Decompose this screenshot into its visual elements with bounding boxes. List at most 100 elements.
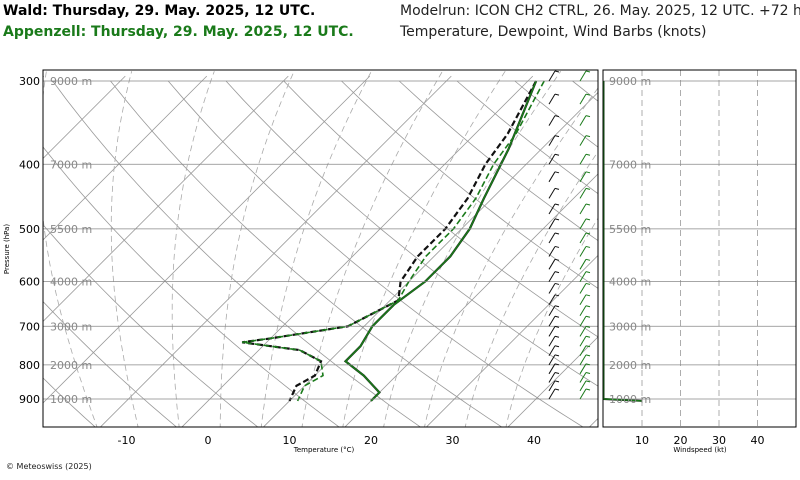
- wind-barb-flag: [585, 171, 591, 174]
- wind-barb: [548, 271, 556, 282]
- copyright-footer: © Meteoswiss (2025): [6, 462, 92, 471]
- height-label: 7000 m: [50, 158, 92, 171]
- windspeed-height-label: 3000 m: [609, 320, 651, 333]
- isotherm-line: [99, 75, 452, 427]
- wind-barb: [579, 335, 587, 347]
- wind-barb: [579, 232, 587, 244]
- wind-barb: [548, 171, 556, 183]
- wind-barb-flag: [554, 203, 560, 206]
- wind-barb-flag: [585, 245, 591, 248]
- temperature-tick-label: 40: [527, 434, 541, 447]
- moist-adiabat-line: [301, 70, 443, 427]
- wind-barb-flag: [554, 271, 560, 274]
- moist-adiabat-line: [383, 70, 562, 427]
- wind-barb-flag: [554, 187, 560, 190]
- wind-barb: [548, 154, 556, 165]
- isotherm-line: [507, 336, 598, 427]
- wind-barb-flag: [585, 271, 591, 274]
- temperature-tick-label: 20: [364, 434, 378, 447]
- windspeed-tick-label: 20: [674, 434, 688, 447]
- moist-adiabat-line: [464, 151, 598, 427]
- windspeed-height-label: 9000 m: [609, 75, 651, 88]
- wind-barb-flag: [554, 282, 560, 285]
- temperature-axis-label: Temperature (°C): [293, 446, 355, 454]
- height-label: 9000 m: [50, 75, 92, 88]
- moist-adiabat-line: [110, 71, 139, 427]
- dry-adiabat-line: [398, 80, 598, 242]
- wind-barb: [579, 354, 587, 366]
- wind-barb-flag: [585, 232, 591, 235]
- wind-barb-flag: [554, 388, 560, 391]
- wind-barb-flag: [554, 315, 560, 318]
- height-label: 4000 m: [50, 276, 92, 289]
- isotherm-line: [181, 75, 534, 427]
- wind-barb: [548, 345, 556, 356]
- wind-barb: [579, 271, 587, 282]
- wind-barb: [548, 363, 556, 375]
- pressure-tick-label: 400: [19, 158, 40, 171]
- wind-barb: [579, 188, 587, 199]
- dry-adiabat-line: [43, 377, 96, 427]
- wald-windspeed-line: [603, 81, 643, 402]
- windspeed-height-label: 5500 m: [609, 223, 651, 236]
- isotherm-line: [43, 75, 371, 404]
- windspeed-height-label: 4000 m: [609, 276, 651, 289]
- wind-barb-flag: [585, 135, 591, 138]
- wind-barb: [579, 388, 587, 400]
- pressure-axis-label: Pressure (hPa): [3, 224, 11, 274]
- pressure-tick-label: 800: [19, 359, 40, 372]
- dry-adiabat-line: [167, 80, 584, 427]
- temperature-tick-label: 0: [205, 434, 212, 447]
- height-label: 5500 m: [50, 223, 92, 236]
- height-label: 3000 m: [50, 320, 92, 333]
- wind-barb: [579, 283, 587, 294]
- isotherm-line: [43, 75, 208, 241]
- wind-barb: [548, 70, 556, 82]
- moist-adiabat-line: [171, 71, 215, 427]
- wind-barb: [579, 326, 587, 337]
- wind-barb: [548, 388, 556, 400]
- windspeed-axis-label: Windspeed (kt): [673, 446, 726, 454]
- wind-barb: [548, 135, 556, 146]
- wind-barb-flag: [554, 153, 560, 156]
- isotherm-line: [425, 254, 598, 427]
- moist-adiabat-line: [424, 87, 598, 427]
- wind-barb: [548, 354, 556, 366]
- wind-barb: [579, 218, 587, 230]
- pressure-tick-label: 900: [19, 393, 40, 406]
- dry-adiabat-line: [572, 80, 598, 102]
- wind-barb-flag: [585, 305, 591, 308]
- pressure-tick-label: 600: [19, 276, 40, 289]
- dry-adiabat-line: [43, 224, 259, 427]
- wind-barb-flag: [554, 258, 560, 261]
- wind-barb-flag: [554, 354, 560, 357]
- modelrun-label: Modelrun: ICON CH2 CTRL, 26. May. 2025, …: [400, 3, 800, 19]
- wind-barb: [548, 305, 556, 316]
- pressure-tick-label: 300: [19, 75, 40, 88]
- wind-barb-flag: [554, 70, 560, 73]
- skewt-plot: [43, 70, 800, 429]
- isotherm-line: [262, 91, 598, 427]
- temperature-tick-label: 10: [283, 434, 297, 447]
- wind-barb-flag: [585, 371, 591, 374]
- isotherm-line: [588, 417, 598, 427]
- wind-barb-flag: [554, 305, 560, 308]
- wind-barb-flag: [554, 363, 560, 366]
- pressure-tick-label: 700: [19, 320, 40, 333]
- pressure-tick-label: 500: [19, 223, 40, 236]
- wind-barb: [579, 115, 587, 126]
- wind-barb-flag: [554, 115, 560, 118]
- temperature-tick-label: -10: [118, 434, 136, 447]
- wind-barb-flag: [585, 187, 591, 190]
- isotherm-line: [668, 76, 800, 429]
- windspeed-height-label: 1000 m: [609, 393, 651, 406]
- windspeed-tick-label: 40: [751, 434, 765, 447]
- wind-barb: [548, 232, 556, 244]
- dry-adiabat-line: [341, 80, 598, 289]
- moist-adiabat-line: [505, 217, 598, 427]
- wind-barb: [548, 188, 556, 199]
- dry-adiabat-line: [52, 80, 422, 427]
- dry-adiabat-line: [43, 300, 178, 427]
- wind-barb: [579, 363, 587, 375]
- wind-barb-flag: [585, 363, 591, 366]
